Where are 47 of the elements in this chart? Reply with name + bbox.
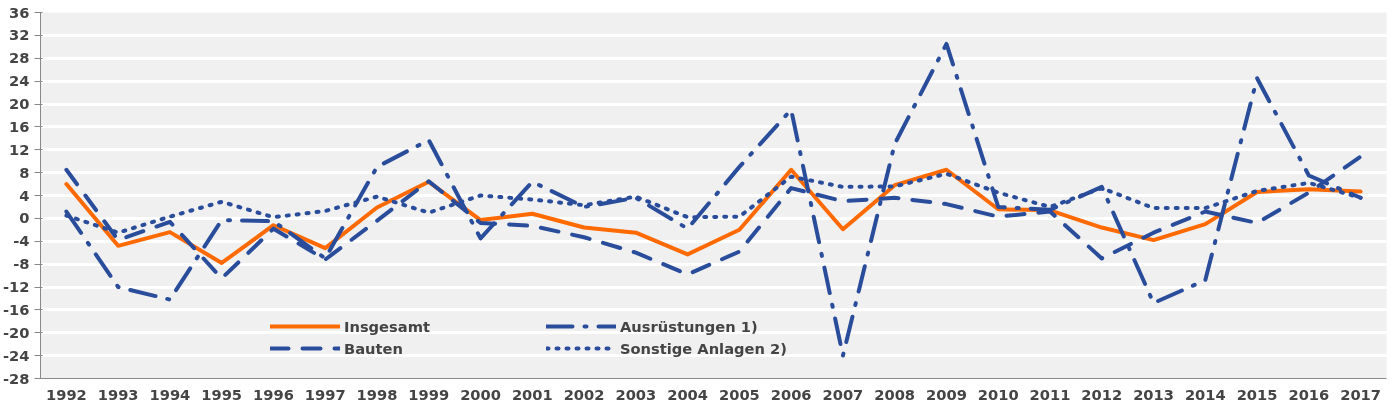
x-tick-label: 2011 bbox=[1029, 385, 1071, 402]
x-tick-label: 1997 bbox=[304, 385, 346, 402]
y-tick-label: 32 bbox=[9, 26, 30, 44]
x-tick-label: 2012 bbox=[1081, 385, 1123, 402]
y-tick-label: 0 bbox=[19, 209, 30, 227]
y-tick-label: 28 bbox=[9, 49, 30, 67]
legend-label: Ausrüstungen 1) bbox=[620, 317, 759, 335]
x-tick-label: 2000 bbox=[460, 385, 501, 402]
x-tick-label: 1993 bbox=[97, 385, 139, 402]
y-tick-label: -16 bbox=[3, 300, 30, 318]
x-tick-label: 2013 bbox=[1133, 385, 1174, 402]
y-tick-label: -4 bbox=[13, 232, 30, 250]
x-tick-label: 2016 bbox=[1288, 385, 1330, 402]
x-tick-label: 2001 bbox=[511, 385, 553, 402]
y-tick-label: 24 bbox=[9, 72, 30, 90]
x-tick-label: 2002 bbox=[563, 385, 605, 402]
x-tick-label: 2003 bbox=[615, 385, 657, 402]
legend-label: Bauten bbox=[344, 339, 404, 357]
y-tick-label: -24 bbox=[3, 346, 30, 364]
y-tick-label: 16 bbox=[9, 117, 30, 135]
x-tick-label: 2010 bbox=[977, 385, 1019, 402]
x-tick-label: 1999 bbox=[408, 385, 450, 402]
x-tick-label: 2009 bbox=[926, 385, 967, 402]
x-tick-label: 1996 bbox=[253, 385, 294, 402]
x-tick-label: 2004 bbox=[667, 385, 709, 402]
y-tick-label: -12 bbox=[3, 278, 30, 295]
y-tick-label: 4 bbox=[19, 186, 30, 204]
x-tick-label: 2005 bbox=[718, 385, 760, 402]
x-tick-label: 2007 bbox=[822, 385, 864, 402]
x-tick-label: 2014 bbox=[1184, 385, 1226, 402]
x-tick-label: 2017 bbox=[1340, 385, 1382, 402]
y-tick-label: 20 bbox=[9, 95, 30, 112]
x-tick-label: 1994 bbox=[149, 385, 191, 402]
x-tick-label: 1998 bbox=[356, 385, 398, 402]
y-tick-label: 36 bbox=[9, 3, 30, 21]
y-tick-label: 12 bbox=[9, 140, 30, 158]
x-tick-label: 1995 bbox=[201, 385, 243, 402]
x-tick-label: 2006 bbox=[770, 385, 812, 402]
x-tick-label: 2015 bbox=[1236, 385, 1278, 402]
y-tick-label: -20 bbox=[3, 323, 30, 341]
y-tick-label: -8 bbox=[13, 255, 30, 273]
x-tick-label: 2008 bbox=[874, 385, 916, 402]
x-tick-label: 1992 bbox=[45, 385, 87, 402]
y-tick-label: -28 bbox=[3, 369, 30, 387]
legend-label: Insgesamt bbox=[344, 317, 431, 335]
legend-label: Sonstige Anlagen 2) bbox=[620, 339, 788, 357]
y-tick-label: 8 bbox=[19, 163, 30, 181]
